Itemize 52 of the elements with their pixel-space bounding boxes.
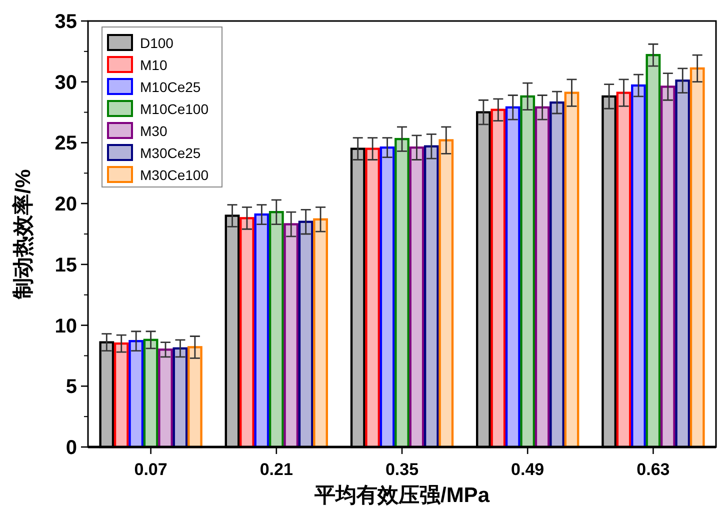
bar <box>631 84 646 448</box>
bar <box>534 106 550 448</box>
bar <box>240 217 254 448</box>
x-tick-label: 0.07 <box>134 460 168 479</box>
bar <box>490 108 506 448</box>
x-tick-label: 0.49 <box>511 460 544 479</box>
y-tick-label: 35 <box>54 11 77 33</box>
bar <box>380 146 395 448</box>
bar <box>564 92 580 448</box>
legend-label: M30 <box>140 123 168 139</box>
bar <box>365 148 380 448</box>
x-tick-label: 0.21 <box>260 460 293 479</box>
bar <box>268 210 284 448</box>
bar <box>187 346 202 448</box>
y-tick-label: 25 <box>54 132 77 155</box>
bar <box>424 145 439 448</box>
y-tick-label: 20 <box>54 194 77 216</box>
bar <box>616 92 632 448</box>
bar <box>254 213 270 448</box>
bar <box>394 138 410 448</box>
legend-label: M10 <box>140 57 168 73</box>
bar <box>158 348 173 448</box>
bar <box>284 223 299 448</box>
bar <box>438 139 454 448</box>
x-axis-title: 平均有效压强/MPa <box>313 484 490 507</box>
y-tick-label: 30 <box>54 72 77 94</box>
y-tick-label: 15 <box>54 254 77 276</box>
legend-label: M10Ce25 <box>140 79 201 95</box>
x-tick-label: 0.63 <box>636 460 670 479</box>
legend-label: D100 <box>140 35 174 51</box>
bar <box>172 347 188 448</box>
bar <box>143 338 158 448</box>
legend-label: M10Ce100 <box>140 101 209 117</box>
bar <box>114 342 129 448</box>
bar <box>675 80 690 448</box>
bar <box>550 101 564 448</box>
bar <box>520 95 536 448</box>
y-tick-label: 5 <box>66 376 77 398</box>
bar <box>660 86 676 448</box>
legend-label: M30Ce25 <box>140 145 201 161</box>
bar <box>505 106 520 448</box>
bar <box>128 340 144 448</box>
y-axis-title: 制动热效率/% <box>11 168 35 300</box>
bar <box>313 218 328 448</box>
bar <box>409 146 424 448</box>
y-tick-label: 10 <box>54 315 77 338</box>
x-tick-label: 0.35 <box>385 460 419 479</box>
bar <box>690 67 705 448</box>
legend-label: M30Ce100 <box>140 167 209 183</box>
y-tick-label: 0 <box>66 437 77 459</box>
bar <box>298 220 314 448</box>
bar <box>646 54 661 448</box>
